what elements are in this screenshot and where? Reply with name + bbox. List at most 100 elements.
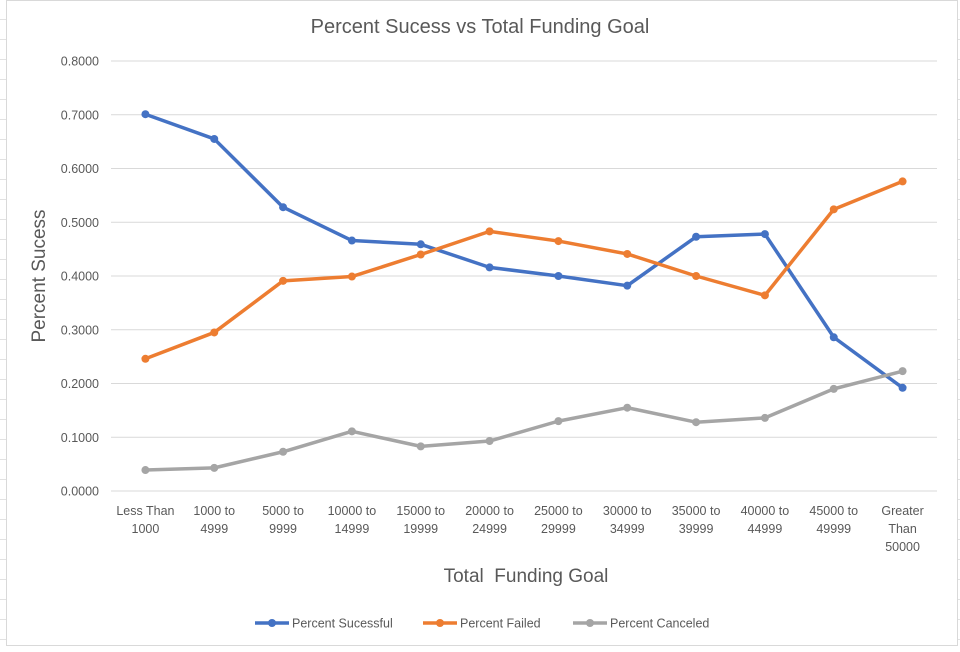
series-percent-canceled xyxy=(141,367,907,475)
legend-marker xyxy=(268,619,276,627)
data-point xyxy=(829,333,838,342)
data-point xyxy=(760,291,769,300)
x-tick-label-line: Than xyxy=(888,522,917,536)
x-tick-label-line: 1000 to xyxy=(193,504,235,518)
x-tick-label-line: 25000 to xyxy=(534,504,583,518)
x-tick-label-line: 1000 xyxy=(132,522,160,536)
legend-label: Percent Failed xyxy=(460,617,541,631)
x-tick-label: 1000 to 4999 xyxy=(193,504,235,536)
y-tick-label: 0.8000 xyxy=(61,55,99,69)
y-tick-label: 0.2000 xyxy=(61,377,99,391)
x-tick-label: Greater Than 50000 xyxy=(881,504,923,554)
x-tick-label-line: 19999 xyxy=(403,522,438,536)
x-tick-label-line: 29999 xyxy=(541,522,576,536)
x-tick-label-line: 5000 to xyxy=(262,504,304,518)
x-tick-label-line: 30000 to xyxy=(603,504,652,518)
x-tick-label-line: 40000 to xyxy=(741,504,790,518)
line-chart: Percent Sucess vs Total Funding Goal 0.0… xyxy=(29,16,937,631)
data-point xyxy=(141,466,150,475)
x-tick-label: 15000 to 19999 xyxy=(396,504,445,536)
x-tick-label-line: 14999 xyxy=(335,522,370,536)
data-point xyxy=(279,276,288,285)
gridlines xyxy=(111,60,937,492)
data-point xyxy=(210,328,219,337)
data-point xyxy=(347,236,356,245)
x-tick-label: Less Than 1000 xyxy=(116,504,174,536)
data-point xyxy=(898,177,907,186)
x-axis-ticks: Less Than 1000 1000 to 4999 5000 to 9999 10000… xyxy=(116,504,923,554)
data-point xyxy=(898,367,907,376)
x-tick-label-line: 4999 xyxy=(200,522,228,536)
series-percent-sucessful xyxy=(141,110,907,392)
data-point xyxy=(760,413,769,422)
data-point xyxy=(554,237,563,246)
legend-label: Percent Sucessful xyxy=(292,617,393,631)
data-point xyxy=(898,383,907,392)
data-point xyxy=(692,418,701,427)
y-tick-label: 0.3000 xyxy=(61,323,99,337)
chart-area[interactable]: Percent Sucess vs Total Funding Goal 0.0… xyxy=(6,0,958,646)
x-tick-label-line: 44999 xyxy=(748,522,783,536)
data-point xyxy=(485,437,494,446)
data-point xyxy=(416,240,425,249)
legend-marker xyxy=(436,619,444,627)
x-axis-title: Total Funding Goal xyxy=(444,566,609,587)
legend-label: Percent Canceled xyxy=(610,617,709,631)
data-point xyxy=(485,227,494,236)
x-tick-label-line: 45000 to xyxy=(809,504,858,518)
legend-marker xyxy=(586,619,594,627)
x-tick-label: 30000 to 34999 xyxy=(603,504,652,536)
data-point xyxy=(141,354,150,363)
x-tick-label: 20000 to 24999 xyxy=(465,504,514,536)
data-point xyxy=(623,403,632,412)
series-percent-failed xyxy=(141,177,907,363)
x-tick-label-line: 10000 to xyxy=(328,504,377,518)
legend-item: Percent Sucessful xyxy=(255,617,393,631)
data-point xyxy=(416,250,425,259)
y-tick-label: 0.1000 xyxy=(61,431,99,445)
data-point xyxy=(623,281,632,290)
data-point xyxy=(347,427,356,436)
data-point xyxy=(141,110,150,119)
legend-item: Percent Failed xyxy=(423,617,541,631)
y-axis-title: Percent Sucess xyxy=(29,209,50,342)
x-tick-label-line: Greater xyxy=(881,504,923,518)
x-tick-label-line: 15000 to xyxy=(396,504,445,518)
data-point xyxy=(692,232,701,241)
y-tick-label: 0.5000 xyxy=(61,216,99,230)
data-point xyxy=(347,272,356,281)
x-tick-label-line: Less Than xyxy=(116,504,174,518)
data-point xyxy=(279,203,288,212)
series-line xyxy=(143,369,905,472)
data-point xyxy=(485,263,494,272)
series-line xyxy=(143,179,905,361)
data-point xyxy=(279,447,288,456)
x-tick-label-line: 50000 xyxy=(885,540,920,554)
x-tick-label-line: 24999 xyxy=(472,522,507,536)
data-point xyxy=(210,134,219,143)
legend-item: Percent Canceled xyxy=(573,617,709,631)
data-point xyxy=(623,249,632,258)
y-tick-label: 0.0000 xyxy=(61,485,99,499)
data-point xyxy=(760,230,769,239)
series-lines xyxy=(141,110,907,475)
x-tick-label-line: 20000 to xyxy=(465,504,514,518)
x-tick-label-line: 49999 xyxy=(816,522,851,536)
data-point xyxy=(692,272,701,280)
x-tick-label: 40000 to 44999 xyxy=(741,504,790,536)
data-point xyxy=(554,417,563,426)
x-tick-label: 35000 to 39999 xyxy=(672,504,721,536)
legend: Percent Sucessful Percent Failed Percent C… xyxy=(255,617,709,631)
data-point xyxy=(829,384,838,393)
y-axis-ticks: 0.0000 0.1000 0.2000 0.3000 0.4000 0.5000 0.60… xyxy=(61,55,99,499)
x-tick-label-line: 9999 xyxy=(269,522,297,536)
data-point xyxy=(416,442,425,451)
y-tick-label: 0.7000 xyxy=(61,108,99,122)
chart-title: Percent Sucess vs Total Funding Goal xyxy=(311,16,650,38)
x-tick-label: 10000 to 14999 xyxy=(328,504,377,536)
x-tick-label: 45000 to 49999 xyxy=(809,504,858,536)
series-line xyxy=(143,112,905,390)
x-tick-label: 25000 to 29999 xyxy=(534,504,583,536)
y-tick-label: 0.4000 xyxy=(61,270,99,284)
x-tick-label: 5000 to 9999 xyxy=(262,504,304,536)
